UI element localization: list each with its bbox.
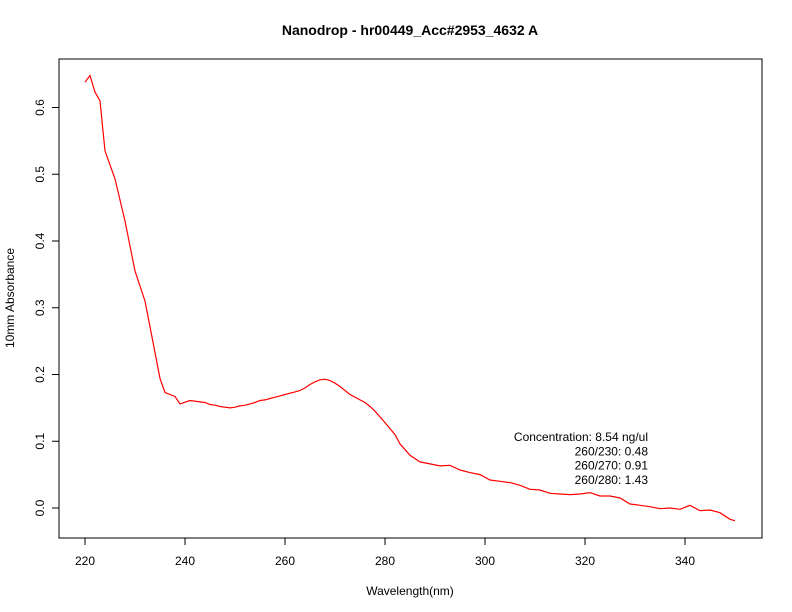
- annotation-line: 260/270: 0.91: [575, 459, 649, 473]
- x-axis: 220 240 260 280 300 320 340: [75, 537, 695, 568]
- series-layer: [84, 74, 736, 522]
- chart-title: Nanodrop - hr00449_Acc#2953_4632 A: [282, 22, 538, 38]
- y-axis-label: 10mm Absorbance: [3, 248, 17, 348]
- x-tick-label: 260: [275, 554, 295, 568]
- annotation-line: Concentration: 8.54 ng/ul: [514, 430, 648, 444]
- y-tick-label: 0.6: [33, 99, 47, 116]
- x-axis-label: Wavelength(nm): [366, 584, 454, 598]
- y-tick-label: 0.1: [33, 433, 47, 450]
- y-tick-label: 0.0: [33, 499, 47, 516]
- y-tick-label: 0.3: [33, 299, 47, 316]
- x-tick-label: 280: [375, 554, 395, 568]
- x-tick-label: 320: [575, 554, 595, 568]
- y-axis: 0.0 0.1 0.2 0.3 0.4 0.5 0.6: [33, 99, 60, 516]
- y-tick-label: 0.4: [33, 232, 47, 249]
- annotation-line: 260/280: 1.43: [575, 473, 649, 487]
- x-tick-label: 220: [75, 554, 95, 568]
- plot-frame: [58, 58, 763, 539]
- x-tick-label: 340: [675, 554, 695, 568]
- x-tick-label: 240: [175, 554, 195, 568]
- absorbance-series-line: [84, 74, 736, 522]
- x-tick-label: 300: [475, 554, 495, 568]
- annotation-line: 260/230: 0.48: [575, 444, 649, 458]
- y-tick-label: 0.2: [33, 366, 47, 383]
- y-tick-label: 0.5: [33, 166, 47, 183]
